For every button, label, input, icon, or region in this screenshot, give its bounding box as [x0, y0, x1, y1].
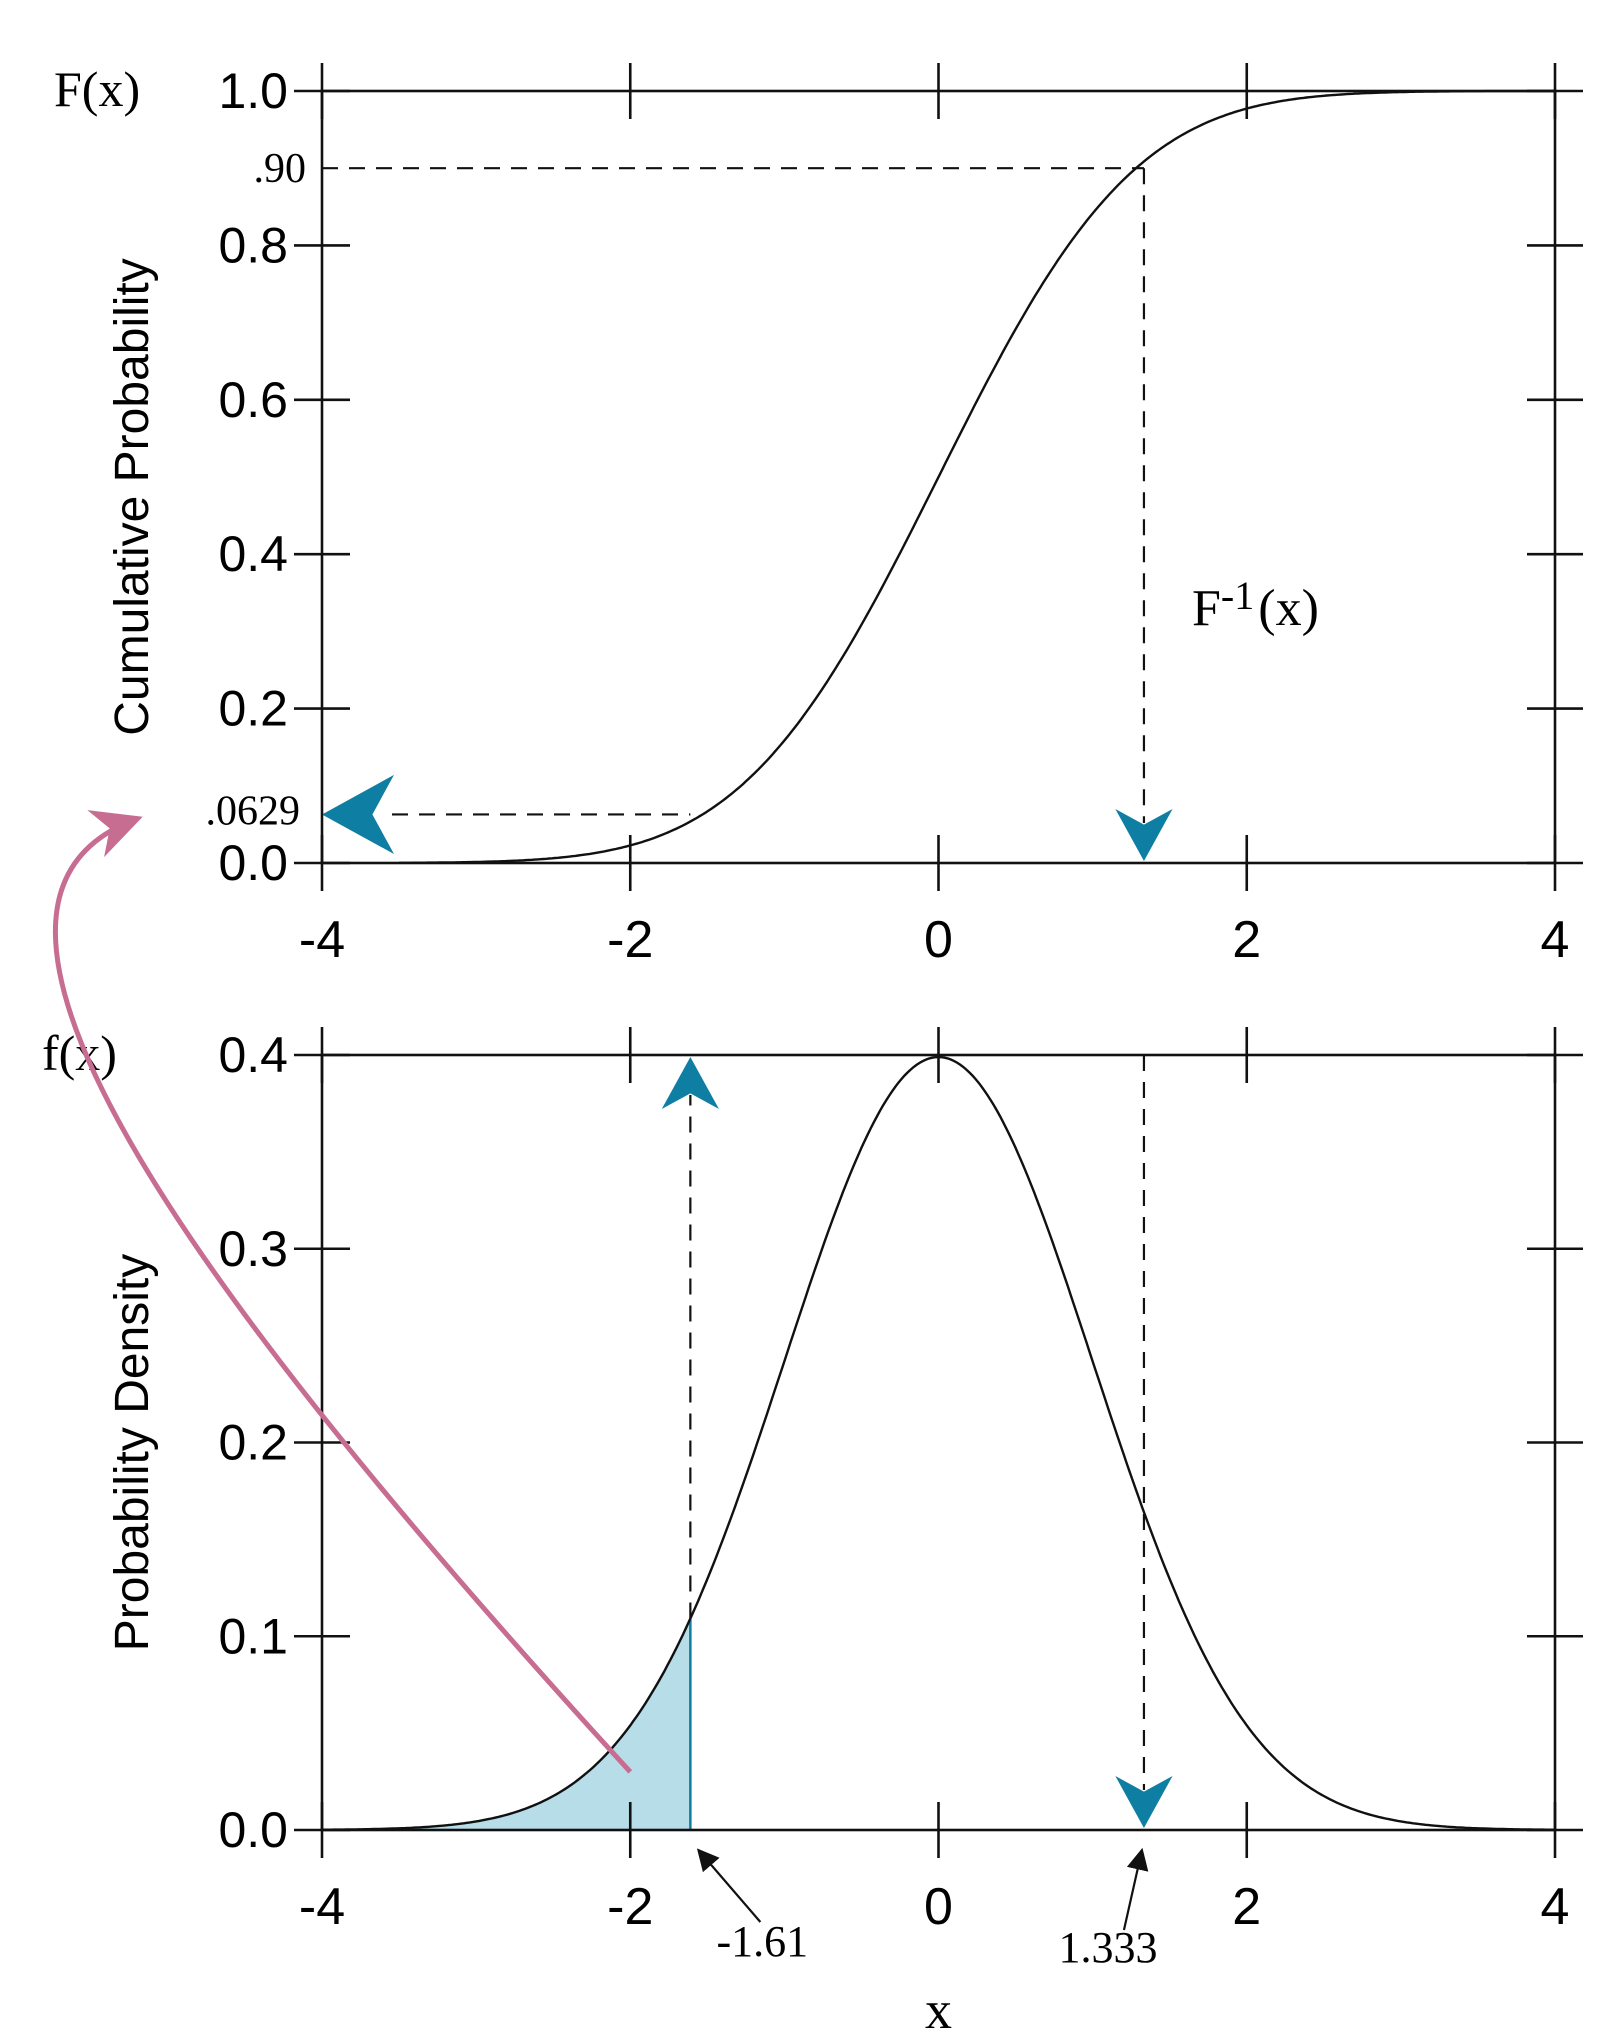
cdf-x-tick-label: 0 — [924, 911, 953, 969]
pdf-down-arrow-head — [1115, 1776, 1173, 1828]
pdf-lower-x-label: -1.61 — [717, 1917, 809, 1966]
pdf-y-tick-label: 0.4 — [218, 1027, 288, 1083]
pdf-x-tick-label: 2 — [1232, 1878, 1261, 1936]
cdf-inverse-label: F-1(x) — [1192, 573, 1319, 637]
pdf-upper-pointer-arrow — [1122, 1847, 1149, 1931]
cdf-p0629-label: .0629 — [206, 788, 301, 834]
cdf-inverse-base: F — [1192, 580, 1221, 637]
pdf-panel: 0.00.10.20.30.4 -4 -2 0 2 4 f(x) Probability… — [42, 1025, 1583, 2040]
pdf-lower-pointer-arrow — [696, 1848, 762, 1923]
pdf-up-arrow-head — [661, 1057, 719, 1109]
pdf-upper-x-label: 1.333 — [1058, 1923, 1157, 1972]
cdf-corner-label: F(x) — [54, 61, 140, 117]
cdf-p90-label: .90 — [254, 146, 307, 192]
pdf-y-axis-label: Probability Density — [106, 1254, 159, 1652]
cdf-x-tick-label: -2 — [607, 911, 653, 969]
cdf-y-tick-label: 0.2 — [218, 681, 288, 737]
cdf-down-arrow-head — [1115, 809, 1173, 861]
cdf-x-ticks: -4 -2 0 2 4 — [299, 63, 1570, 969]
cdf-inverse-sup: -1 — [1221, 573, 1254, 618]
cdf-x-tick-label: -4 — [299, 911, 345, 969]
cdf-curve — [399, 89, 1555, 864]
pdf-x-ticks: -4 -2 0 2 4 — [299, 1027, 1570, 1936]
area-to-probability-arrow — [53, 810, 633, 1774]
cdf-y-tick-label: 0.4 — [218, 526, 288, 582]
pdf-y-tick-label: 0.1 — [218, 1608, 288, 1664]
pdf-y-ticks: 0.0 0.1 0.2 0.3 0.4 — [218, 1027, 1583, 1858]
pdf-x-tick-label: -2 — [607, 1878, 653, 1936]
pdf-x-tick-label: 0 — [924, 1878, 953, 1936]
cdf-axes-frame — [320, 89, 1557, 865]
pdf-y-tick-label: 0.0 — [218, 1802, 288, 1858]
pdf-shaded-region — [322, 1618, 691, 1830]
cdf-y-tick-label: 0.8 — [218, 217, 288, 273]
pdf-axes-frame — [320, 1053, 1557, 1832]
cdf-panel: 0.00.20.40.60.81.0 -4 -2 0 2 4 F(x) Cumulati… — [54, 61, 1583, 969]
pdf-curve — [322, 1055, 1555, 1831]
cdf-inverse-arg: (x) — [1258, 580, 1319, 637]
cdf-left-arrow-head — [322, 774, 394, 855]
cdf-y-tick-label: 0.0 — [218, 835, 288, 891]
pdf-x-tick-label: 4 — [1541, 1878, 1570, 1936]
pdf-y-tick-label: 0.3 — [218, 1221, 288, 1277]
pdf-y-tick-label: 0.2 — [218, 1415, 288, 1471]
cdf-y-tick-label: 0.6 — [218, 372, 288, 428]
pdf-x-axis-label: x — [925, 1980, 952, 2040]
cdf-y-tick-label: 1.0 — [218, 63, 288, 119]
cdf-x-tick-label: 4 — [1541, 911, 1570, 969]
cdf-y-axis-label: Cumulative Probability — [106, 258, 159, 736]
cdf-x-tick-label: 2 — [1232, 911, 1261, 969]
pdf-x-tick-label: -4 — [299, 1878, 345, 1936]
cdf-y-ticks: 0.0 0.2 0.4 0.6 0.8 1.0 — [218, 63, 1583, 891]
